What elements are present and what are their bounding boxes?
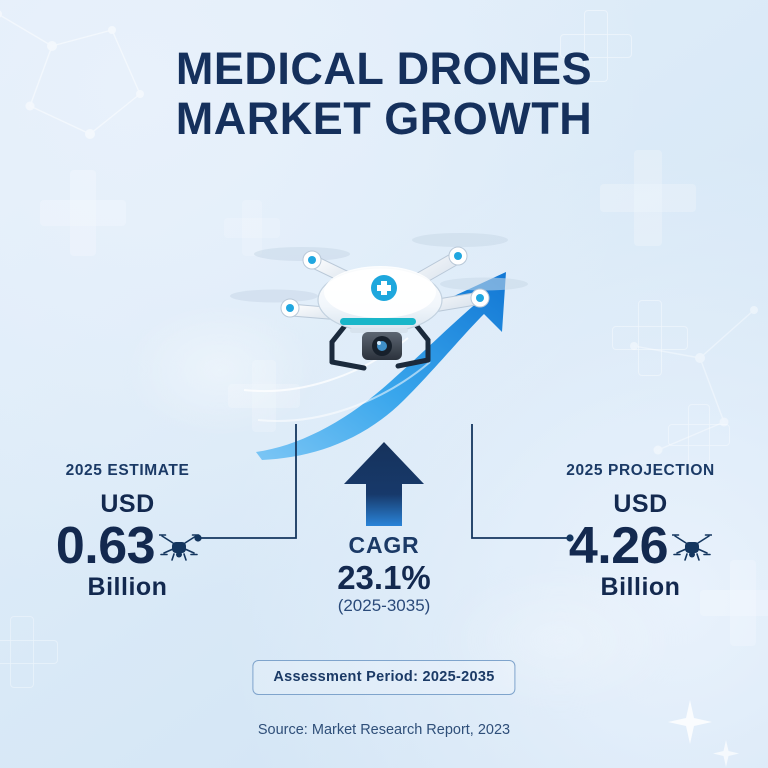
cagr-label: CAGR [348,532,420,558]
stat-unit: Billion [600,573,681,601]
drone-icon [671,529,713,563]
drone-icon [158,529,200,563]
title-line-1: Medical Drones [175,43,593,94]
stat-value: 0.63 [55,517,156,575]
cagr-block: CAGR 23.1% (2025-3035) [284,440,484,616]
assessment-period-badge: Assessment Period: 2025-2035 [252,660,516,695]
connector-bracket [176,420,596,560]
cross-outline-decor-icon [668,404,730,466]
source-note: Source: Market Research Report, 2023 [257,722,511,738]
stat-label: 2025 Estimate [65,462,190,479]
stat-value: 4.26 [568,517,669,575]
stat-currency: USD [613,490,668,518]
cross-outline-decor-icon [612,300,688,376]
stat-currency: USD [100,490,155,518]
cross-decor-icon [600,150,696,246]
stat-2025-projection: 2025 Projection USD 4.26 [533,462,748,602]
cagr-range: (2025-3035) [337,596,431,615]
page-title: Medical Drones Market Growth [0,44,768,144]
stat-label: 2025 Projection [566,462,715,479]
cross-decor-icon [40,170,126,256]
drone-illustration-icon [212,192,542,382]
cagr-value: 23.1% [337,559,431,596]
cross-outline-decor-icon [0,616,58,688]
title-line-2: Market Growth [175,93,593,144]
stat-2025-estimate: 2025 Estimate USD 0.63 [20,462,235,602]
stat-unit: Billion [87,573,168,601]
up-arrow-icon [342,440,426,528]
